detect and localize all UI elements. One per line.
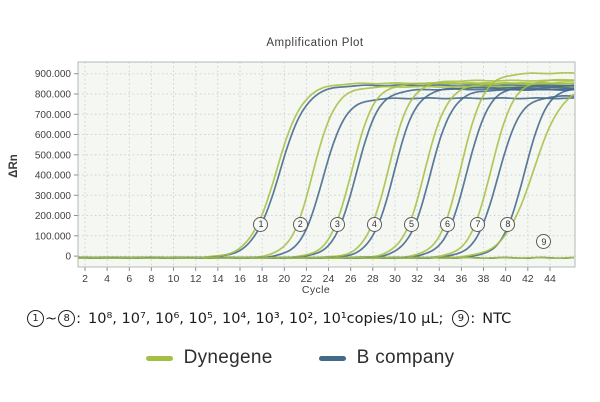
svg-text:200.000: 200.000 — [35, 211, 72, 222]
svg-text:6: 6 — [126, 273, 132, 285]
svg-text:18: 18 — [256, 273, 268, 285]
svg-text:32: 32 — [411, 273, 423, 285]
svg-text:34: 34 — [433, 273, 445, 285]
svg-text:28: 28 — [367, 273, 379, 285]
caption-circled-9: 9 — [452, 310, 470, 327]
curve-group-label-5: 5 — [404, 216, 420, 232]
caption-colon: : — [76, 310, 82, 327]
svg-text:900.000: 900.000 — [35, 69, 72, 80]
chart-title: Amplification Plot — [266, 37, 364, 49]
svg-text:40: 40 — [500, 273, 512, 285]
svg-text:500.000: 500.000 — [35, 150, 72, 161]
svg-text:24: 24 — [323, 273, 335, 285]
svg-text:42: 42 — [522, 273, 534, 285]
caption-range-separator: ~ — [45, 310, 58, 327]
svg-text:16: 16 — [234, 273, 246, 285]
curve-group-label-8: 8 — [500, 216, 516, 232]
svg-text:38: 38 — [478, 273, 490, 285]
svg-text:4: 4 — [104, 273, 110, 285]
svg-text:0: 0 — [65, 252, 71, 263]
svg-text:8: 8 — [148, 273, 154, 285]
svg-text:20: 20 — [278, 273, 290, 285]
svg-text:800.000: 800.000 — [35, 90, 72, 101]
curve-group-label-9: 9 — [536, 234, 552, 250]
caption: 1 ~ 8 : 10⁸, 10⁷, 10⁶, 10⁵, 10⁴, 10³, 10… — [26, 310, 511, 327]
plot-area: 2 4 6 8 10 12 14 16 18 20 22 24 26 28 30 32 34 36 38 40 42 44… — [35, 61, 576, 285]
curve-group-label-4: 4 — [366, 216, 382, 232]
svg-text:22: 22 — [301, 273, 313, 285]
curve-group-label-2: 2 — [292, 216, 308, 232]
svg-text:12: 12 — [190, 273, 202, 285]
x-axis-title: Cycle — [301, 284, 331, 296]
svg-text:44: 44 — [544, 273, 556, 285]
caption-concentrations: 10⁸, 10⁷, 10⁶, 10⁵, 10⁴, 10³, 10², 10¹co… — [88, 310, 444, 327]
curve-group-label-3: 3 — [329, 216, 345, 232]
legend-label-b-company: B company — [356, 347, 455, 368]
svg-text:300.000: 300.000 — [35, 191, 72, 202]
legend-item-dynegene: Dynegene — [145, 347, 273, 369]
svg-text:14: 14 — [212, 273, 224, 285]
caption-circled-8: 8 — [58, 310, 76, 327]
svg-text:600.000: 600.000 — [35, 130, 72, 141]
svg-text:2: 2 — [82, 273, 88, 285]
curve-group-label-6: 6 — [440, 216, 455, 232]
svg-text:100.000: 100.000 — [35, 231, 72, 242]
b-company-line-swatch — [318, 355, 346, 361]
caption-circled-1: 1 — [27, 310, 44, 327]
legend-item-b-company: B company — [318, 347, 455, 369]
svg-text:400.000: 400.000 — [35, 171, 72, 182]
curve-group-label-7: 7 — [470, 216, 486, 232]
svg-text:36: 36 — [456, 273, 468, 285]
legend: Dynegene B company — [0, 347, 600, 369]
svg-text:30: 30 — [389, 273, 401, 285]
svg-text:10: 10 — [168, 273, 180, 285]
legend-label-dynegene: Dynegene — [183, 347, 273, 368]
curve-group-label-1: 1 — [253, 216, 269, 232]
dynegene-line-swatch — [145, 355, 173, 361]
caption-ntc-value: NTC — [482, 310, 512, 327]
svg-text:700.000: 700.000 — [35, 110, 72, 121]
svg-text:26: 26 — [345, 273, 357, 285]
caption-ntc-colon: : — [470, 310, 476, 327]
